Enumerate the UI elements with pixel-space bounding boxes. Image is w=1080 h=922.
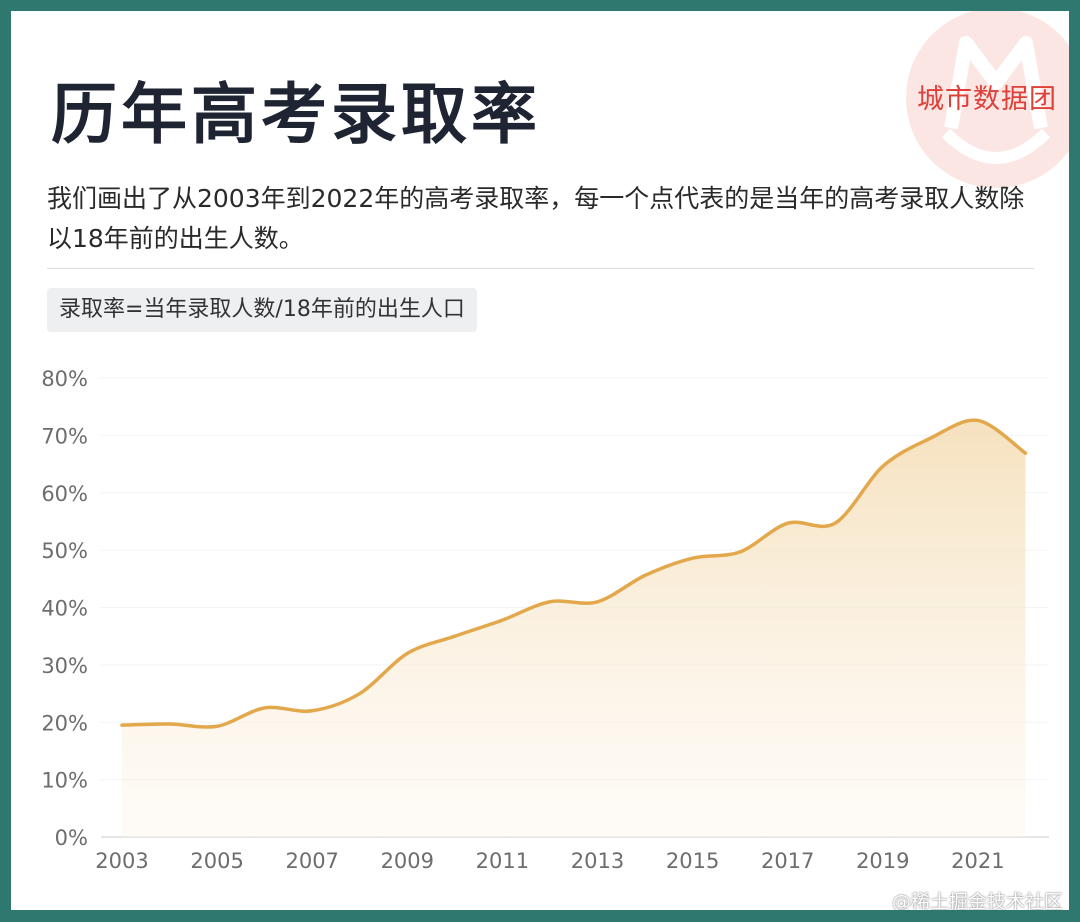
brand-logo-icon <box>906 11 1069 188</box>
x-tick-label: 2007 <box>285 849 338 873</box>
x-tick-label: 2017 <box>761 849 814 873</box>
x-tick-label: 2015 <box>666 849 719 873</box>
y-tick-label: 20% <box>41 711 88 735</box>
formula-badge: 录取率=当年录取人数/18年前的出生人口 <box>47 288 477 332</box>
x-tick-label: 2021 <box>951 849 1004 873</box>
y-tick-label: 40% <box>41 597 88 621</box>
x-tick-label: 2009 <box>381 849 434 873</box>
brand-name: 城市数据团 <box>917 84 1057 115</box>
chart-description: 我们画出了从2003年到2022年的高考录取率，每一个点代表的是当年的高考录取人… <box>47 184 1025 253</box>
x-tick-label: 2005 <box>190 849 243 873</box>
chart-card: 城市数据团 历年高考录取率 我们画出了从2003年到2022年的高考录取率，每一… <box>11 11 1069 910</box>
x-axis-ticks: 2003 2005 2007 2009 2011 2013 2015 2017 2019 2021 <box>95 849 1004 873</box>
data-line <box>120 418 1028 729</box>
y-tick-label: 30% <box>41 654 88 678</box>
y-tick-label: 80% <box>41 367 88 391</box>
y-tick-label: 10% <box>41 769 88 793</box>
y-tick-label: 50% <box>41 539 88 563</box>
y-tick-label: 70% <box>41 424 88 448</box>
cat-face-icon <box>941 36 1051 164</box>
x-tick-label: 2013 <box>571 849 624 873</box>
page-title: 历年高考录取率 <box>51 76 541 153</box>
area-chart: 0%10%20%30%40%50%60%70%80% 2003 2005 2007 2… <box>41 367 1049 873</box>
divider <box>47 268 1034 269</box>
y-axis-ticks: 0% 10% 20% 30% 40% 50% 60% 70% 80% <box>41 367 88 850</box>
area-fill <box>122 420 1026 837</box>
y-tick-label: 60% <box>41 482 88 506</box>
y-tick-label: 0% <box>55 826 88 850</box>
x-tick-label: 2019 <box>856 849 909 873</box>
x-tick-label: 2011 <box>476 849 529 873</box>
watermark: @稀土掘金技术社区 <box>891 891 1063 910</box>
x-tick-label: 2003 <box>95 849 148 873</box>
